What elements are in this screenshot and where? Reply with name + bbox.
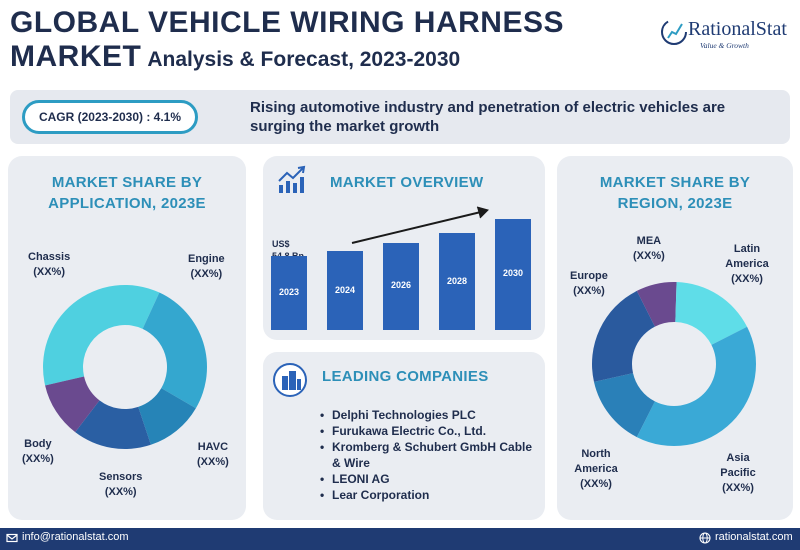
label-latin-america: Latin America (XX%) [725,243,769,285]
label-north-america: North America (XX%) [574,448,618,490]
bar-2026 [383,242,419,330]
label-sensors: Sensors (XX%) [99,471,143,498]
label-engine: Engine (XX%) [188,253,225,280]
footer-website[interactable]: rationalstat.com [715,531,793,543]
label-europe: Europe (XX%) [570,270,608,297]
list-item: Kromberg & Schubert GmbH Cable & Wire [320,439,540,471]
bar-label-2023: 2023 [278,287,300,297]
bar-2030 [495,218,531,330]
bar-2023 [271,256,307,330]
headline-text: Rising automotive industry and penetrati… [250,99,726,135]
first-value-label: US$54.8 Bn [272,239,304,261]
logo-name: RationalStat [688,18,787,40]
bar-label-2026: 2026 [390,280,412,291]
label-chassis: Chassis (XX%) [28,251,71,278]
footer-bar [0,528,800,550]
bar-label-2030: 2030 [502,268,524,279]
list-item: Delphi Technologies PLC [320,407,540,423]
label-body: Body (XX%) [22,438,54,465]
growth-chart-icon [278,165,306,193]
bar-label-2024: 2024 [334,284,356,295]
companies-list: Delphi Technologies PLC Furukawa Electri… [320,407,540,503]
page-subtitle: MARKET Analysis & Forecast, 2023-2030 [10,40,460,74]
list-item: Furukawa Electric Co., Ltd. [320,423,540,439]
label-asia-pacific: Asia Pacific (XX%) [720,452,756,494]
region-title: MARKET SHARE BY REGION, 2023E [599,174,751,212]
application-title: MARKET SHARE BY APPLICATION, 2023E [48,174,206,212]
footer-email[interactable]: info@rationalstat.com [22,531,129,543]
mail-icon [6,533,18,543]
bar-2024 [327,251,363,330]
rationalstat-logo-icon [661,19,687,45]
title-market: MARKET [10,40,142,73]
bar-label-2028: 2028 [446,275,468,286]
growth-trend-arrow-icon [351,206,489,244]
list-item: LEONI AG [320,471,540,487]
companies-title: LEADING COMPANIES [322,368,489,385]
list-item: Lear Corporation [320,487,540,503]
title-analysis: Analysis & Forecast, 2023-2030 [147,48,461,71]
buildings-icon [273,363,307,397]
overview-title: MARKET OVERVIEW [330,174,484,191]
bar-2028 [439,233,475,330]
label-havc: HAVC (XX%) [197,441,229,468]
globe-icon [699,532,711,544]
cagr-badge: CAGR (2023-2030) : 4.1% [22,100,198,134]
page-title: GLOBAL VEHICLE WIRING HARNESS [10,6,564,39]
logo-tagline: Value & Growth [700,41,749,50]
label-mea: MEA (XX%) [633,235,665,262]
